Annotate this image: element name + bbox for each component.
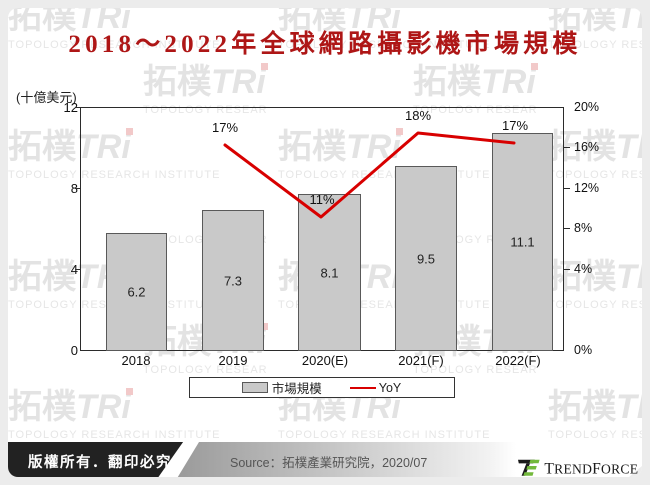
svg-text:TRENDFORCE: TRENDFORCE xyxy=(544,460,638,477)
